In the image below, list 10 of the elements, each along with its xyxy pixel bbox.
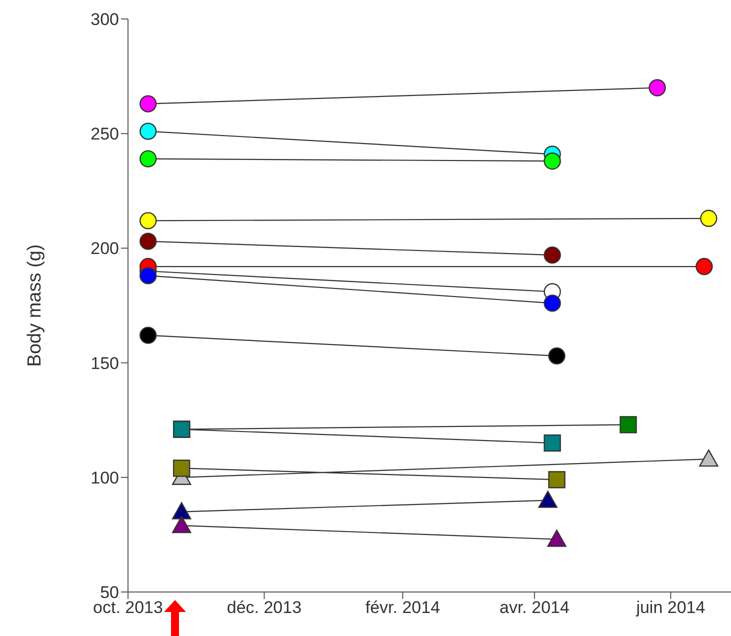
x-tick-label: déc. 2013 <box>226 598 302 618</box>
y-tick-label: 300 <box>90 10 119 30</box>
y-tick-label: 250 <box>90 124 119 144</box>
x-tick-label: juin 2014 <box>635 598 706 618</box>
y-tick-label: 200 <box>90 239 119 258</box>
y-tick-label: 150 <box>90 354 119 373</box>
y-tick-label: 100 <box>90 468 119 488</box>
y-axis-title: Body mass (g) <box>24 244 46 367</box>
x-tick-label: avr. 2014 <box>499 598 570 618</box>
x-tick-label: févr. 2014 <box>365 598 440 618</box>
